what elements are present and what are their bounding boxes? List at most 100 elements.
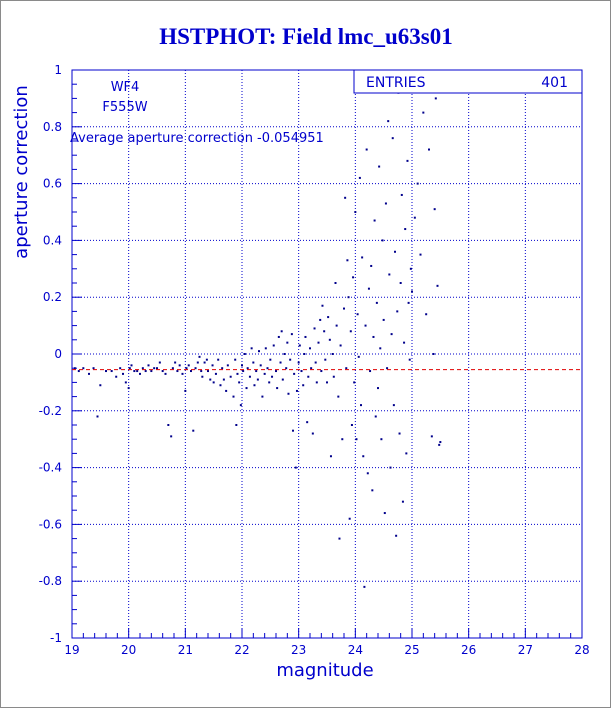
data-point: [295, 389, 298, 392]
data-point: [323, 330, 326, 333]
data-point: [370, 264, 373, 267]
data-point: [139, 372, 141, 375]
data-point: [115, 375, 118, 378]
data-point: [153, 367, 156, 370]
data-point: [238, 381, 241, 384]
average-annotation: Average aperture correction -0.054951: [70, 131, 324, 146]
data-point: [303, 353, 306, 355]
data-point: [306, 421, 309, 424]
data-point: [286, 341, 289, 344]
data-point: [88, 372, 90, 375]
y-tick-label: 1: [54, 63, 62, 77]
data-point: [366, 472, 369, 475]
data-point: [413, 216, 416, 219]
data-point: [235, 424, 238, 426]
y-tick-label: 0.6: [43, 177, 62, 191]
data-point: [388, 273, 391, 276]
data-point: [243, 353, 246, 355]
data-point: [221, 367, 224, 370]
data-point: [158, 361, 161, 364]
data-point: [225, 389, 228, 392]
data-point: [174, 361, 177, 364]
data-point: [416, 182, 419, 185]
data-point: [266, 367, 269, 370]
data-point: [194, 367, 197, 370]
x-axis-label: magnitude: [276, 660, 373, 681]
data-point: [242, 370, 245, 373]
data-point: [222, 378, 225, 381]
data-point: [287, 392, 290, 395]
data-point: [433, 208, 436, 211]
data-point: [294, 466, 297, 469]
x-tick-label: 25: [404, 643, 419, 657]
data-point: [375, 301, 378, 304]
data-point: [250, 347, 253, 350]
data-point: [400, 193, 403, 196]
data-point: [297, 361, 300, 364]
data-point: [390, 333, 393, 336]
data-point: [320, 370, 323, 373]
data-point: [377, 387, 379, 390]
data-point: [122, 372, 124, 375]
data-point: [92, 367, 95, 370]
stats-box: [353, 69, 583, 94]
y-tick-label: 0: [54, 347, 62, 361]
data-point: [378, 165, 381, 168]
data-point: [219, 384, 222, 387]
data-point: [234, 358, 237, 361]
data-point: [82, 367, 85, 370]
data-point: [293, 372, 296, 375]
data-point: [338, 537, 341, 540]
data-point: [314, 361, 317, 364]
data-point: [383, 512, 386, 515]
data-point: [387, 120, 390, 123]
data-point: [276, 387, 279, 390]
data-point: [374, 415, 377, 418]
data-point: [363, 585, 366, 588]
data-point: [394, 250, 396, 253]
data-point: [198, 355, 201, 358]
data-point: [350, 424, 353, 426]
data-point: [425, 313, 428, 316]
data-point: [309, 347, 311, 350]
data-point: [133, 370, 136, 373]
data-point: [275, 370, 277, 373]
data-point: [246, 367, 249, 370]
data-point: [419, 253, 422, 256]
data-point: [360, 404, 362, 407]
data-point: [144, 370, 147, 373]
data-point: [258, 350, 260, 353]
data-point: [259, 364, 262, 367]
data-point: [176, 370, 179, 373]
data-point: [170, 435, 173, 438]
data-point: [352, 276, 355, 279]
data-point: [252, 361, 255, 364]
data-point: [99, 384, 102, 387]
data-point: [354, 211, 357, 213]
data-point: [380, 438, 383, 441]
y-tick-label: 0.2: [43, 290, 62, 304]
chip-annotation: WF4: [111, 80, 140, 95]
data-point: [432, 353, 435, 355]
data-point: [241, 364, 243, 367]
x-tick-label: 23: [291, 643, 306, 657]
data-point: [329, 455, 332, 458]
data-point: [365, 148, 368, 151]
data-point: [347, 296, 350, 299]
data-point: [386, 367, 389, 370]
data-point: [409, 267, 412, 270]
data-point: [362, 455, 365, 458]
data-point: [147, 364, 150, 367]
data-point: [236, 372, 239, 375]
data-point: [127, 387, 130, 390]
data-point: [298, 344, 301, 347]
data-point: [364, 324, 367, 327]
data-point: [326, 381, 328, 384]
data-point: [348, 517, 351, 520]
data-point: [271, 375, 274, 378]
data-point: [398, 432, 401, 435]
data-point: [239, 404, 242, 407]
data-point: [187, 364, 190, 367]
data-point: [411, 290, 413, 293]
